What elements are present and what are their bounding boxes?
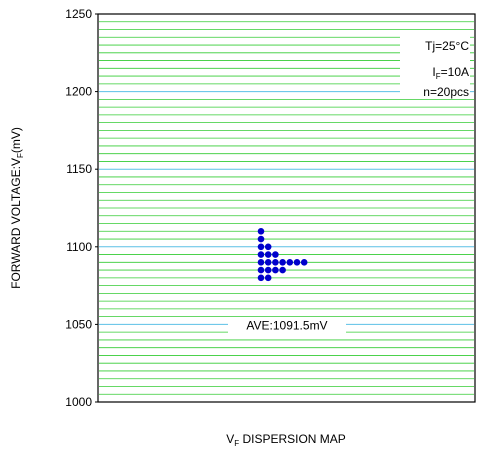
data-point: [286, 259, 294, 266]
annotation-n: n=20pcs: [423, 85, 469, 99]
data-point: [279, 259, 286, 266]
data-point: [272, 259, 279, 266]
data-point: [257, 266, 265, 274]
y-tick-label: 1150: [66, 162, 92, 176]
data-point: [257, 251, 265, 258]
y-tick-label: 1250: [65, 7, 92, 21]
average-label-bg: [228, 317, 346, 333]
y-axis-label-main: FORWARD VOLTAGE:V: [9, 158, 23, 289]
data-point: [257, 227, 265, 235]
data-point: [272, 251, 279, 258]
x-axis-label-main: V: [226, 432, 234, 446]
data-point: [264, 243, 272, 251]
plot-frame: [97, 13, 476, 403]
y-axis-label: FORWARD VOLTAGE:VF(mV): [9, 127, 25, 289]
annotation-if: IF=10A: [432, 65, 469, 81]
data-point: [264, 251, 272, 258]
annotation-bg: [400, 33, 470, 99]
data-point: [264, 259, 272, 266]
data-point: [264, 274, 272, 282]
data-point: [300, 259, 308, 266]
data-point: [257, 243, 265, 251]
annotation-tj: Tj=25°C: [425, 39, 469, 53]
x-axis-label: VF DISPERSION MAP: [226, 432, 346, 448]
y-tick-label: 1200: [65, 85, 92, 99]
y-axis-label-sub: F: [16, 153, 25, 158]
data-point: [279, 266, 286, 274]
annotation-if-rest: =10A: [441, 65, 469, 79]
average-label: AVE:1091.5mV: [246, 319, 327, 333]
y-tick-label: 1050: [65, 317, 92, 331]
data-point: [257, 274, 265, 282]
data-points: [257, 227, 308, 282]
y-tick-label: 1000: [65, 395, 92, 409]
x-axis-label-sub: F: [234, 439, 239, 448]
y-axis-label-rest: (mV): [9, 127, 23, 153]
data-point: [272, 266, 279, 274]
data-point: [257, 235, 265, 243]
annotation-if-sub: F: [436, 72, 441, 81]
data-point: [293, 259, 301, 266]
y-tick-label: 1100: [66, 240, 92, 254]
y-tick-labels: 1000 1050 1100 1150 1200 1250: [65, 7, 98, 409]
x-axis-label-rest: DISPERSION MAP: [239, 432, 346, 446]
data-point: [257, 259, 265, 266]
annotation-if-main: I: [432, 65, 435, 79]
data-point: [264, 266, 272, 274]
